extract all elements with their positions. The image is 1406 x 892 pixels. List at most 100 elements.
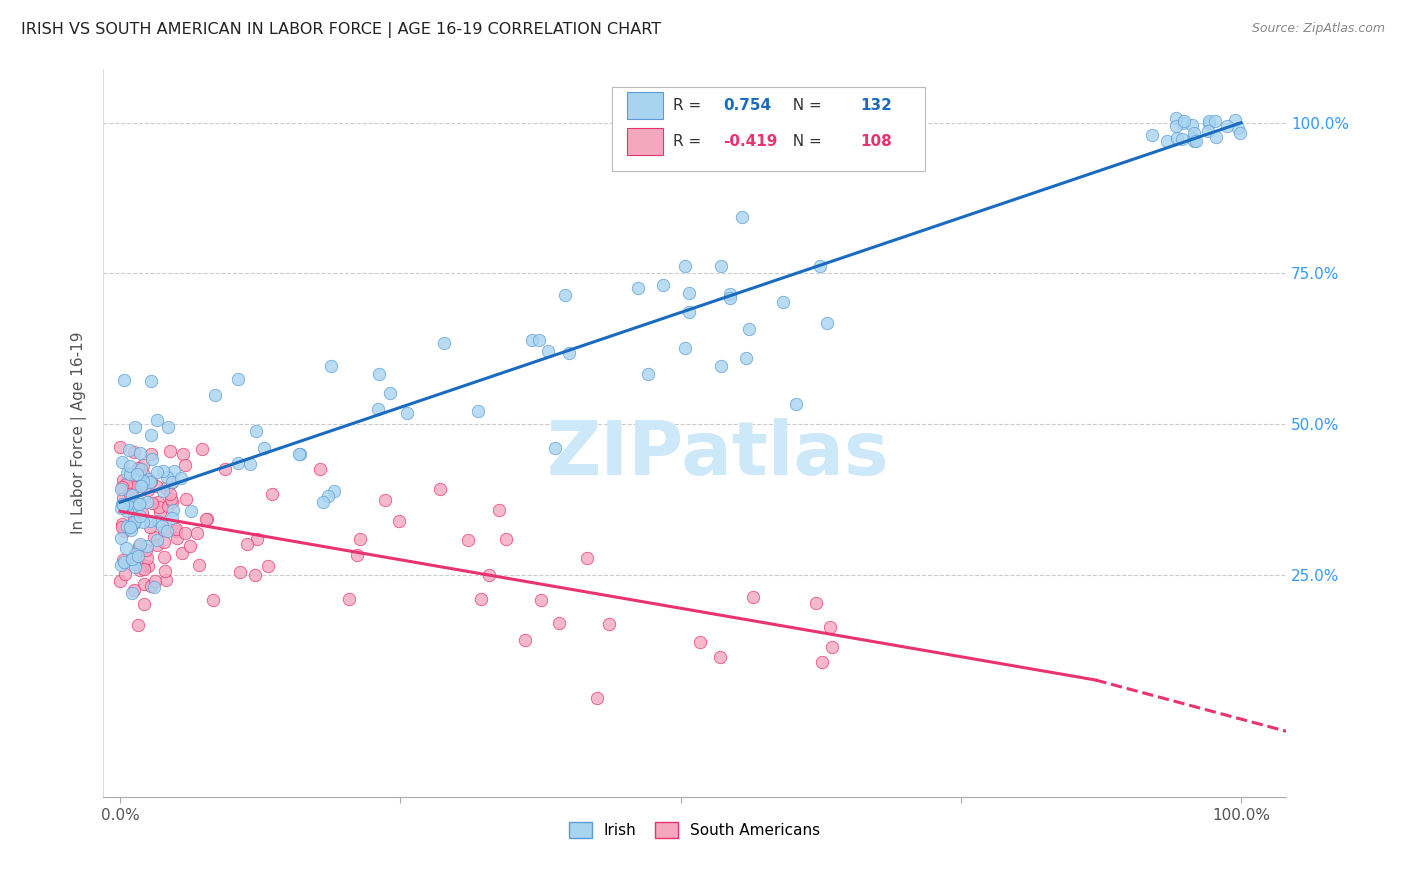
Point xyxy=(586,691,609,706)
Point xyxy=(115,518,138,533)
Point xyxy=(124,516,146,530)
Point xyxy=(139,520,162,534)
Point xyxy=(111,455,134,469)
Point xyxy=(142,581,165,595)
Point xyxy=(1140,128,1163,142)
Text: 132: 132 xyxy=(860,98,891,113)
Text: 0.754: 0.754 xyxy=(723,98,770,113)
Point xyxy=(124,558,146,572)
Point xyxy=(202,592,225,607)
Point xyxy=(155,564,177,578)
Point xyxy=(115,504,138,518)
Point xyxy=(1198,116,1220,130)
Point xyxy=(166,531,188,545)
Point xyxy=(118,500,141,515)
Point xyxy=(337,592,360,607)
Point xyxy=(115,477,138,491)
Point xyxy=(678,285,700,300)
Point xyxy=(132,562,155,576)
Point xyxy=(159,444,181,458)
Point xyxy=(652,278,675,293)
Point xyxy=(122,516,145,530)
Point xyxy=(312,495,335,509)
Point xyxy=(520,333,543,347)
Point xyxy=(124,480,146,494)
Point xyxy=(811,655,834,669)
Point xyxy=(120,486,142,500)
Point xyxy=(121,488,143,502)
Point xyxy=(111,517,134,532)
Point xyxy=(288,447,311,461)
Point xyxy=(129,462,152,476)
Point xyxy=(120,523,142,537)
Point xyxy=(139,474,162,488)
Point xyxy=(170,546,193,560)
Point xyxy=(180,504,202,518)
Point xyxy=(141,496,163,510)
Point xyxy=(132,577,155,591)
Point xyxy=(673,259,696,273)
Point xyxy=(527,333,550,347)
Point xyxy=(131,506,153,520)
Point xyxy=(558,346,581,360)
Point xyxy=(432,336,454,351)
Point xyxy=(145,479,167,493)
Point xyxy=(172,447,194,461)
Point xyxy=(115,497,138,511)
Point xyxy=(174,458,197,472)
Point xyxy=(741,590,763,604)
Text: N =: N = xyxy=(783,98,827,113)
Point xyxy=(804,596,827,610)
Point xyxy=(141,451,163,466)
Point xyxy=(1164,111,1187,125)
Point xyxy=(124,559,146,574)
Point xyxy=(159,486,181,500)
Point xyxy=(143,574,166,589)
Point xyxy=(146,495,169,509)
Point xyxy=(495,533,517,547)
Text: 108: 108 xyxy=(860,134,891,149)
Point xyxy=(229,565,252,579)
Point xyxy=(136,559,159,574)
Point xyxy=(136,483,159,498)
Point xyxy=(226,456,249,470)
Point xyxy=(146,538,169,552)
Point xyxy=(429,482,451,496)
Point xyxy=(488,503,510,517)
Point xyxy=(321,359,343,373)
Point xyxy=(155,573,177,587)
Point xyxy=(163,464,186,478)
Point xyxy=(598,616,620,631)
Point xyxy=(678,305,700,319)
Point xyxy=(132,476,155,491)
Point xyxy=(346,548,368,562)
Point xyxy=(204,388,226,402)
Point xyxy=(114,566,136,581)
Point xyxy=(1229,126,1251,140)
Point xyxy=(195,512,218,526)
Point xyxy=(146,413,169,427)
Point xyxy=(146,465,169,479)
Point xyxy=(152,464,174,478)
Point xyxy=(236,537,259,551)
Point xyxy=(554,288,576,302)
Point xyxy=(153,534,176,549)
Point xyxy=(152,483,174,498)
Point xyxy=(124,547,146,561)
Point xyxy=(710,359,733,373)
Point xyxy=(149,505,172,519)
Point xyxy=(1171,132,1194,146)
Point xyxy=(127,467,149,482)
Point xyxy=(156,500,179,514)
Point xyxy=(214,462,236,476)
Point xyxy=(190,442,212,457)
Point xyxy=(111,520,134,534)
Point xyxy=(141,579,163,593)
Point xyxy=(1181,118,1204,132)
Point xyxy=(135,495,157,509)
Point xyxy=(349,532,371,546)
Point xyxy=(132,558,155,572)
Point xyxy=(127,618,149,632)
Point xyxy=(118,519,141,533)
Point xyxy=(117,497,139,511)
